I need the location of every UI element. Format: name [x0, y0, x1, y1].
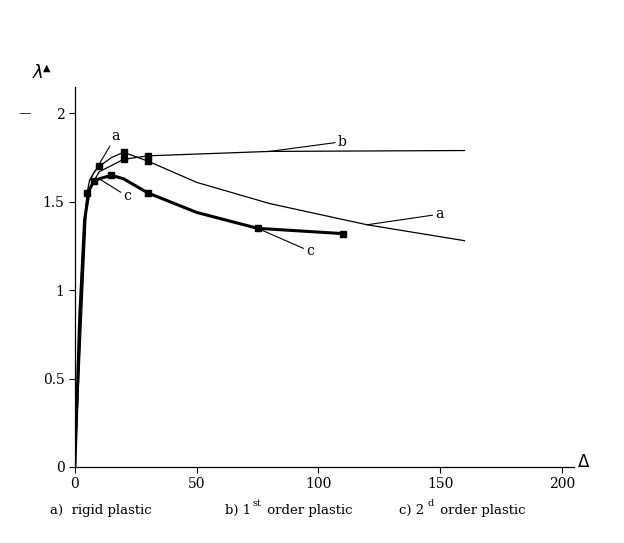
- Text: order plastic: order plastic: [263, 504, 353, 517]
- Text: b: b: [270, 135, 347, 151]
- Text: st: st: [253, 499, 261, 508]
- Text: c: c: [99, 179, 132, 204]
- Text: —: —: [19, 107, 31, 120]
- Text: c: c: [258, 228, 314, 258]
- Text: order plastic: order plastic: [436, 504, 525, 517]
- Text: b) 1: b) 1: [225, 504, 251, 517]
- Text: d: d: [427, 499, 434, 508]
- Text: c) 2: c) 2: [399, 504, 424, 517]
- Text: $\lambda$: $\lambda$: [32, 64, 43, 83]
- Text: a: a: [89, 129, 120, 181]
- Text: $\Delta$: $\Delta$: [577, 454, 590, 471]
- Text: ▲: ▲: [43, 63, 51, 73]
- Text: a: a: [367, 207, 444, 225]
- Text: a)  rigid plastic: a) rigid plastic: [50, 504, 152, 517]
